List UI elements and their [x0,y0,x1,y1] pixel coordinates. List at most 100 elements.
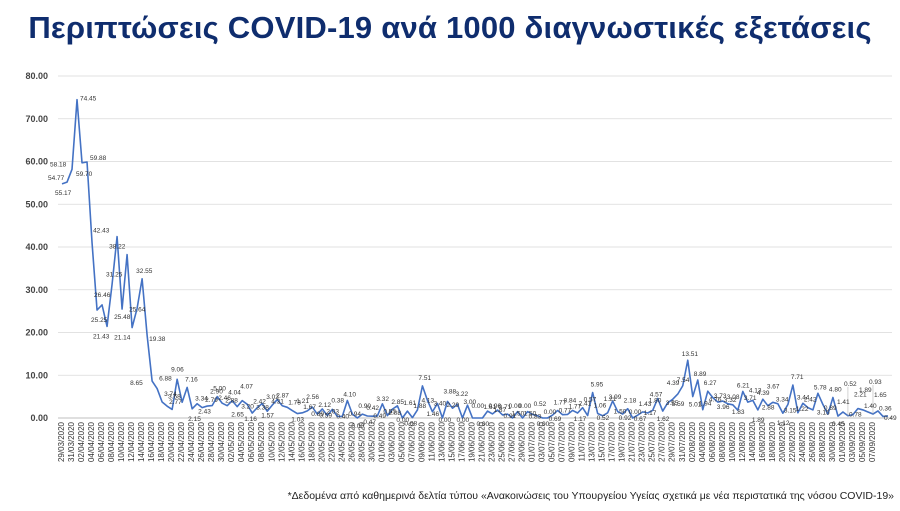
data-label: 0.00 [472,403,485,410]
x-tick-label: 27/07/2020 [658,421,667,462]
data-label: 0.57 [584,397,597,404]
x-tick-label: 13/06/2020 [437,421,446,462]
data-label: 59.70 [76,171,93,178]
data-label: 4.39 [757,390,770,397]
data-label: 1.17 [574,416,587,423]
data-label: 6.27 [704,380,717,387]
data-label: 2.43 [198,409,211,416]
data-label: 0.00 [438,417,451,424]
data-label: 2.29 [446,402,459,409]
x-tick-label: 05/09/2020 [858,421,867,462]
data-label: 0.67 [634,416,647,423]
x-tick-label: 10/08/2020 [728,421,737,462]
x-tick-label: 16/05/2020 [297,421,306,462]
x-tick-label: 22/04/2020 [177,421,186,462]
x-tick-label: 28/05/2020 [357,421,366,462]
data-label: 3.73 [714,393,727,400]
series-line [61,98,889,419]
data-label: 2.08 [388,410,401,417]
data-label: 4.10 [343,391,356,398]
data-label: 0.84 [564,397,577,404]
x-tick-label: 11/06/2020 [427,421,436,461]
data-label: 5.78 [814,384,827,391]
data-label: 4.07 [240,384,253,391]
x-tick-label: 19/06/2020 [467,421,476,462]
y-tick-label: 30.00 [25,285,48,295]
data-label: 3.99 [609,394,622,401]
data-label: 0.00 [509,403,522,410]
data-label: 0.38 [331,397,344,404]
x-tick-label: 01/06/2020 [377,421,386,462]
data-label: 0.00 [456,417,469,424]
data-label: 7.16 [185,376,198,383]
y-tick-label: 50.00 [25,199,48,209]
x-tick-label: 04/05/2020 [237,421,246,462]
data-label: 1.57 [261,412,274,419]
x-tick-label: 24/08/2020 [798,421,807,462]
y-tick-label: 0.00 [30,413,48,423]
data-label: 0.52 [534,401,547,408]
data-label: 1.87 [494,407,507,414]
x-tick-label: 01/07/2020 [528,421,537,462]
y-tick-label: 80.00 [25,71,48,81]
x-tick-label: 06/04/2020 [97,421,106,462]
data-label: 4.80 [829,386,842,393]
data-label: 0.45 [832,421,845,428]
y-tick-label: 20.00 [25,328,48,338]
x-tick-label: 21/07/2020 [628,421,637,462]
data-label: 3.96 [717,404,730,411]
data-label: 3.74 [164,391,177,398]
data-label: 0.96 [489,403,502,410]
x-tick-label: 30/04/2020 [217,421,226,462]
data-label: 2.15 [188,416,201,423]
data-label: 0.93 [869,379,882,386]
y-axis: 0.00 10.00 20.00 30.00 40.00 50.00 60.00 70.00 8… [25,71,48,423]
x-tick-label: 26/05/2020 [347,421,356,462]
data-label: 25.25 [91,317,108,324]
data-label: 1.61 [403,400,416,407]
x-tick-label: 09/07/2020 [568,421,577,462]
data-label: 1.50 [614,409,627,416]
x-tick-label: 29/06/2020 [518,421,527,462]
data-label: 55.17 [55,190,72,197]
data-label: 0.94 [348,411,361,418]
x-tick-label: 06/08/2020 [708,421,717,462]
data-label: 19.38 [149,336,166,343]
data-label: 25.48 [114,314,131,321]
y-tick-label: 70.00 [25,114,48,124]
y-tick-label: 10.00 [25,370,48,380]
data-label: 2.79 [205,397,218,404]
x-tick-label: 23/07/2020 [638,421,647,462]
data-label: 6.88 [159,376,172,383]
data-label: 1.21 [604,396,617,403]
x-tick-label: 30/05/2020 [367,421,376,462]
data-label: 38.22 [109,244,126,251]
data-label: 3.32 [724,397,737,404]
data-label: 1.03 [291,417,304,424]
data-label: 3.55 [666,400,679,407]
x-tick-label: 18/05/2020 [307,421,316,462]
data-label: 0.49 [884,415,897,422]
x-tick-label: 18/08/2020 [768,421,777,462]
x-tick-label: 02/04/2020 [77,421,86,462]
data-label: 2.56 [306,394,319,401]
data-label: 1.16 [244,416,257,423]
x-tick-label: 14/08/2020 [748,421,757,462]
data-label: 4.13 [749,387,762,394]
data-label: 0.42 [366,405,379,412]
x-tick-label: 16/04/2020 [147,421,156,462]
data-label: 74.45 [80,96,97,103]
x-tick-label: 15/07/2020 [598,421,607,462]
x-tick-label: 26/08/2020 [808,421,817,462]
data-label: 3.38 [256,405,269,412]
x-tick-label: 16/08/2020 [758,421,767,462]
data-label: 0.78 [849,412,862,419]
data-label: 2.65 [231,412,244,419]
data-label: 0.00 [537,421,550,428]
data-label: 8.65 [130,380,143,387]
x-tick-label: 09/06/2020 [417,421,426,462]
data-label: 8.89 [694,371,707,378]
data-labels: 54.77 55.17 58.18 74.45 59.70 59.88 25.25 26.46… [48,96,897,430]
data-label: 2.41 [579,401,592,408]
x-tick-label: 07/09/2020 [868,421,877,462]
